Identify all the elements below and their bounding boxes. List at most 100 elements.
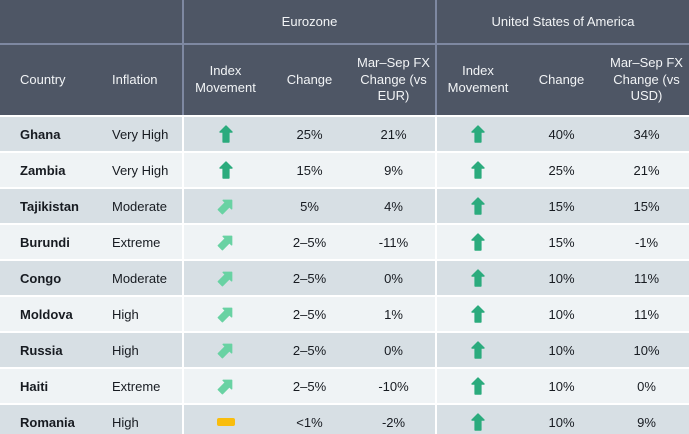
arrow-up-icon [469, 269, 487, 287]
column-header-change-eur: Change [286, 71, 333, 87]
table-row: Tajikistan Moderate 5% 4% 15% 15% [0, 189, 689, 223]
eurozone-change-cell: 2–5% [292, 378, 327, 394]
arrow-up-icon [469, 161, 487, 179]
eurozone-index-movement-cell [182, 369, 267, 403]
inflation-cell: High [112, 306, 139, 322]
eurozone-fx-change-cell: 1% [384, 306, 403, 322]
arrow-up-icon [469, 341, 487, 359]
country-cell: Haiti [20, 378, 49, 394]
eurozone-change-cell: 2–5% [292, 270, 327, 286]
usa-change-cell: 40% [548, 126, 575, 142]
column-header-inflation: Inflation [112, 71, 158, 87]
arrow-up-icon [469, 125, 487, 143]
eurozone-fx-change-cell: 4% [384, 198, 403, 214]
usa-fx-change-cell: 15% [633, 198, 660, 214]
column-header-change-usd: Change [538, 71, 585, 87]
arrow-up-icon [217, 125, 235, 143]
eurozone-index-movement-cell [182, 153, 267, 187]
usa-change-cell: 10% [548, 342, 575, 358]
inflation-cell: Extreme [112, 234, 161, 250]
country-cell: Burundi [20, 234, 70, 250]
usa-index-movement-cell [435, 225, 519, 259]
usa-change-cell: 25% [548, 162, 575, 178]
arrow-up-icon [469, 413, 487, 431]
inflation-cell: Extreme [112, 378, 161, 394]
table-row: Congo Moderate 2–5% 0% 10% 11% [0, 261, 689, 295]
column-header-country: Country [20, 71, 66, 87]
country-cell: Congo [20, 270, 62, 286]
arrow-up-icon [469, 377, 487, 395]
inflation-cell: Very High [112, 162, 169, 178]
usa-change-cell: 15% [548, 198, 575, 214]
usa-index-movement-cell [435, 261, 519, 295]
eurozone-change-cell: 2–5% [292, 342, 327, 358]
table-row: Haiti Extreme 2–5% -10% 10% 0% [0, 369, 689, 403]
column-header-fx-change-eur: Mar–Sep FX Change (vs EUR) [357, 54, 430, 104]
eurozone-fx-change-cell: -11% [378, 234, 409, 250]
eurozone-fx-change-cell: -10% [378, 378, 409, 394]
usa-fx-change-cell: 11% [633, 270, 660, 286]
eurozone-index-movement-cell [182, 225, 267, 259]
arrow-up-right-icon [213, 373, 238, 398]
usa-change-cell: 10% [548, 270, 575, 286]
column-header-fx-change-usd: Mar–Sep FX Change (vs USD) [610, 54, 683, 104]
arrow-up-right-icon [213, 301, 238, 326]
usa-index-movement-cell [435, 405, 519, 434]
usa-index-movement-cell [435, 297, 519, 331]
eurozone-change-cell: <1% [296, 414, 323, 430]
inflation-cell: High [112, 414, 139, 430]
group-header-usa: United States of America [435, 0, 689, 43]
country-cell: Tajikistan [20, 198, 80, 214]
column-header-index-movement-usd: Index Movement [435, 45, 519, 115]
usa-change-cell: 10% [548, 378, 575, 394]
eurozone-fx-change-cell: 0% [384, 270, 403, 286]
eurozone-change-cell: 15% [296, 162, 323, 178]
group-header-spacer [0, 0, 182, 43]
usa-fx-change-cell: 11% [633, 306, 660, 322]
arrow-up-right-icon [213, 229, 238, 254]
usa-index-movement-cell [435, 189, 519, 223]
usa-index-movement-cell [435, 153, 519, 187]
eurozone-index-movement-cell [182, 297, 267, 331]
usa-index-movement-cell [435, 117, 519, 151]
eurozone-change-cell: 25% [296, 126, 323, 142]
eurozone-fx-change-cell: -2% [381, 414, 406, 430]
flat-bar-icon [216, 418, 235, 426]
usa-change-cell: 15% [548, 234, 575, 250]
column-header-index-movement-eur: Index Movement [182, 45, 267, 115]
group-header-eurozone: Eurozone [182, 0, 435, 43]
country-cell: Romania [20, 414, 75, 430]
arrow-up-right-icon [213, 265, 238, 290]
eurozone-change-cell: 2–5% [292, 234, 327, 250]
usa-fx-change-cell: 34% [633, 126, 660, 142]
country-cell: Ghana [20, 126, 61, 142]
usa-fx-change-cell: 21% [633, 162, 660, 178]
country-cell: Russia [20, 342, 63, 358]
table-row: Ghana Very High 25% 21% 40% 34% [0, 117, 689, 151]
usa-fx-change-cell: 10% [633, 342, 660, 358]
country-cell: Moldova [20, 306, 73, 322]
inflation-cell: Moderate [112, 270, 167, 286]
usa-fx-change-cell: -1% [634, 234, 659, 250]
arrow-up-icon [469, 197, 487, 215]
arrow-up-right-icon [213, 193, 238, 218]
eurozone-fx-change-cell: 9% [384, 162, 403, 178]
table-row: Burundi Extreme 2–5% -11% 15% -1% [0, 225, 689, 259]
arrow-up-icon [469, 233, 487, 251]
usa-change-cell: 10% [548, 414, 575, 430]
eurozone-index-movement-cell [182, 261, 267, 295]
usa-index-movement-cell [435, 369, 519, 403]
eurozone-index-movement-cell [182, 189, 267, 223]
table-row: Romania High <1% -2% 10% 9% [0, 405, 689, 434]
eurozone-change-cell: 5% [300, 198, 319, 214]
table-body: Ghana Very High 25% 21% 40% 34% Zambia V… [0, 117, 689, 434]
table-row: Russia High 2–5% 0% 10% 10% [0, 333, 689, 367]
inflation-cell: Moderate [112, 198, 167, 214]
inflation-cell: High [112, 342, 139, 358]
country-cell: Zambia [20, 162, 66, 178]
inflation-cell: Very High [112, 126, 169, 142]
eurozone-fx-change-cell: 21% [380, 126, 407, 142]
usa-fx-change-cell: 0% [637, 378, 656, 394]
table-row: Moldova High 2–5% 1% 10% 11% [0, 297, 689, 331]
